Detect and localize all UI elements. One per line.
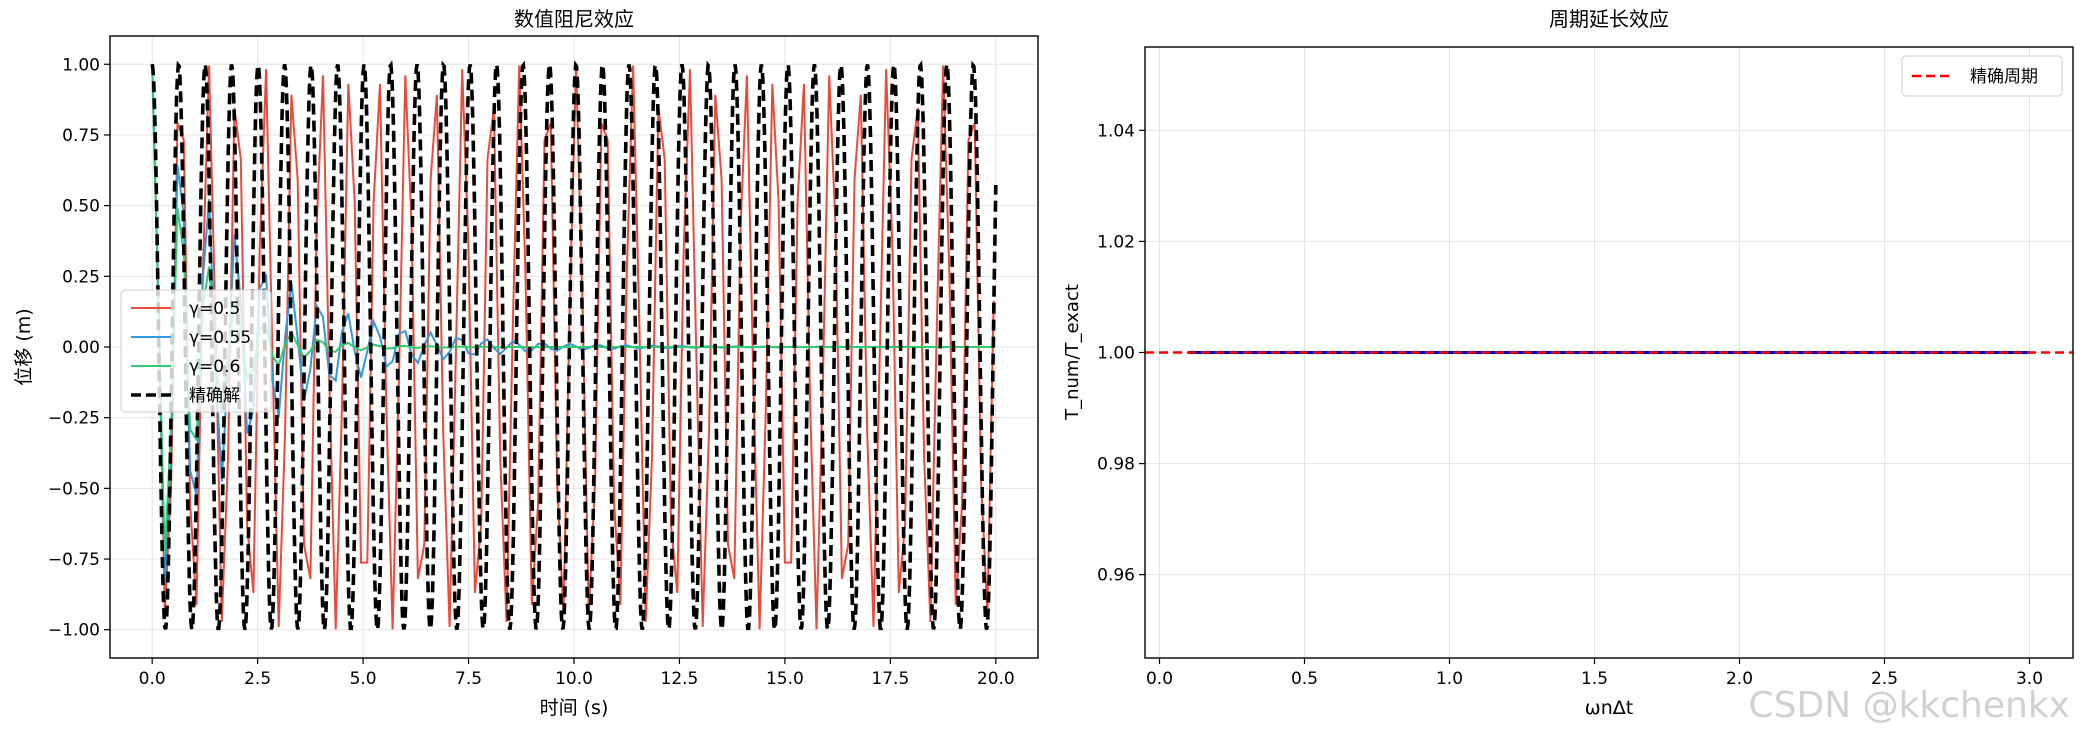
series-line-3	[150, 60, 998, 631]
y-tick-label: 1.02	[1097, 232, 1135, 252]
left-legend: γ=0.5 γ=0.55 γ=0.6 精确解	[120, 289, 272, 413]
chart-left: 0.0 2.5 5.0 7.5 10.0 12.5 15.0 17.5 20.0 −1.00 −0…	[13, 7, 1039, 719]
x-tick-label: 7.5	[455, 669, 482, 689]
right-chart-title: 周期延长效应	[1549, 7, 1669, 31]
y-tick-label: 0.25	[62, 267, 100, 287]
y-tick-label: 0.00	[62, 338, 100, 358]
left-x-axis-label: 时间 (s)	[540, 697, 609, 719]
left-x-ticks: 0.0 2.5 5.0 7.5 10.0 12.5 15.0 17.5 20.0	[139, 658, 1015, 689]
y-tick-label: 0.98	[1097, 455, 1135, 475]
left-chart-title: 数值阻尼效应	[514, 7, 634, 31]
legend-label: γ=0.6	[189, 357, 240, 377]
right-y-axis-label: T_num/T_exact	[1062, 284, 1083, 421]
left-y-axis-label: 位移 (m)	[13, 308, 35, 385]
y-tick-label: −0.75	[48, 550, 100, 570]
x-tick-label: 15.0	[766, 669, 804, 689]
y-tick-label: 0.96	[1097, 566, 1135, 586]
y-tick-label: 1.04	[1097, 121, 1135, 141]
legend-label: γ=0.55	[189, 328, 251, 348]
legend-label: γ=0.5	[189, 299, 240, 319]
x-tick-label: 10.0	[555, 669, 593, 689]
right-x-ticks: 0.0 0.5 1.0 1.5 2.0 2.5 3.0	[1146, 658, 2043, 689]
x-tick-label: 1.5	[1581, 669, 1608, 689]
x-tick-label: 2.5	[1871, 669, 1898, 689]
x-tick-label: 0.0	[1146, 669, 1173, 689]
y-tick-label: 1.00	[1097, 344, 1135, 364]
y-tick-label: −1.00	[48, 621, 100, 641]
right-x-axis-label: ωnΔt	[1585, 697, 1633, 719]
x-tick-label: 20.0	[977, 669, 1015, 689]
right-y-ticks: 0.96 0.98 1.00 1.02 1.04	[1097, 121, 1145, 586]
legend-box	[1901, 55, 2063, 97]
left-y-ticks: −1.00 −0.75 −0.50 −0.25 0.00 0.25 0.50 0.75 1.00	[48, 55, 110, 641]
right-legend: 精确周期	[1901, 55, 2063, 97]
series-line-1	[151, 64, 994, 585]
x-tick-label: 2.0	[1726, 669, 1753, 689]
legend-label: 精确解	[189, 386, 240, 406]
x-tick-label: 2.5	[244, 669, 271, 689]
legend-label: 精确周期	[1970, 67, 2038, 87]
x-tick-label: 5.0	[350, 669, 377, 689]
chart-right: 0.0 0.5 1.0 1.5 2.0 2.5 3.0 0.96 0.98 1.00 1.02 1.…	[1062, 7, 2074, 719]
y-tick-label: 0.50	[62, 197, 100, 217]
y-tick-label: −0.50	[48, 479, 100, 499]
x-tick-label: 0.0	[139, 669, 166, 689]
watermark: CSDN @kkchenkx	[1748, 685, 2070, 726]
left-series-lines	[150, 60, 998, 631]
x-tick-label: 1.0	[1436, 669, 1463, 689]
x-tick-label: 3.0	[2016, 669, 2043, 689]
legend-box	[120, 289, 272, 413]
y-tick-label: −0.25	[48, 409, 100, 429]
x-tick-label: 0.5	[1291, 669, 1318, 689]
y-tick-label: 0.75	[62, 126, 100, 146]
x-tick-label: 17.5	[871, 669, 909, 689]
x-tick-label: 12.5	[661, 669, 699, 689]
y-tick-label: 1.00	[62, 55, 100, 75]
